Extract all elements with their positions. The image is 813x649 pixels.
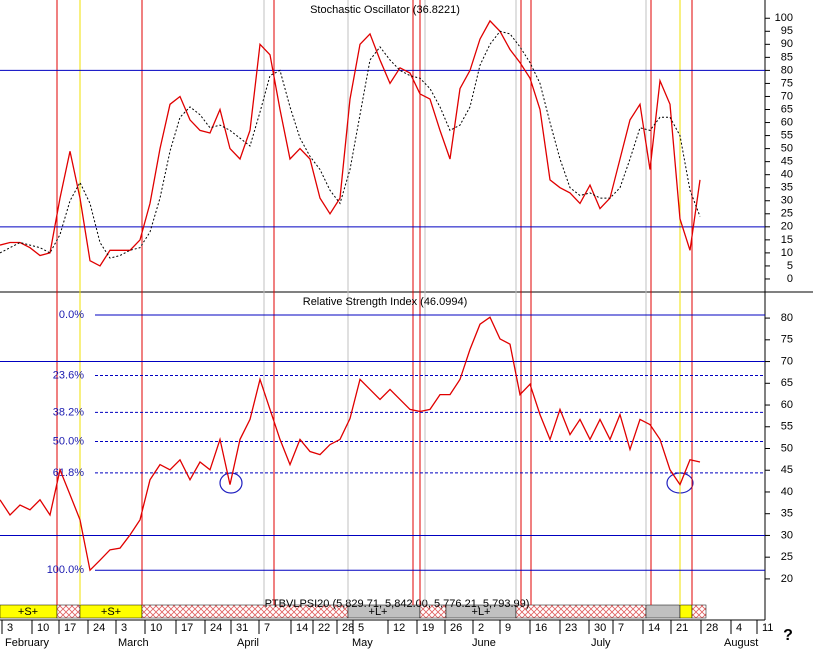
- signal-strip: +S+ +S+ +L+ +L+: [0, 604, 707, 619]
- y-tick-label: 50: [781, 442, 793, 454]
- y-tick-label: 20: [781, 573, 793, 585]
- x-tick-label: 10: [37, 622, 49, 634]
- signal-label: +L+: [369, 606, 388, 618]
- series-line: [0, 316, 701, 572]
- month-label: February: [5, 637, 50, 649]
- fib-label: 50.0%: [53, 435, 84, 447]
- x-tick-label: 28: [342, 622, 354, 634]
- y-tick-label: 70: [781, 355, 793, 367]
- symbol-label: PTBVLPSI20 (5,829.71, 5,842.00, 5,776.21…: [265, 598, 530, 610]
- y-tick-label: 60: [781, 116, 793, 128]
- fib-label: 61.8%: [53, 467, 84, 479]
- x-tick-label: 12: [393, 622, 405, 634]
- x-tick-label: 7: [264, 622, 270, 634]
- month-label: August: [724, 637, 758, 649]
- y-tick-label: 15: [781, 234, 793, 246]
- x-tick-label: 9: [505, 622, 511, 634]
- y-tick-label: 20: [781, 221, 793, 233]
- panel-title: Relative Strength Index (46.0994): [303, 296, 468, 308]
- y-tick-label: 25: [781, 551, 793, 563]
- fib-label: 23.6%: [53, 369, 84, 381]
- y-tick-label: 90: [781, 38, 793, 50]
- month-label: March: [118, 637, 149, 649]
- y-tick-label: 25: [781, 208, 793, 220]
- signal-label: +L+: [472, 606, 491, 618]
- month-label: June: [472, 637, 496, 649]
- x-tick-label: 14: [648, 622, 660, 634]
- x-tick-label: 22: [318, 622, 330, 634]
- y-tick-label: 40: [781, 169, 793, 181]
- y-tick-label: 55: [781, 129, 793, 141]
- y-tick-label: 35: [781, 182, 793, 194]
- month-label: May: [352, 637, 373, 649]
- fib-label: 38.2%: [53, 406, 84, 418]
- x-tick-label: 16: [535, 622, 547, 634]
- y-tick-label: 80: [781, 312, 793, 324]
- x-tick-label: 3: [7, 622, 13, 634]
- month-label: April: [237, 637, 259, 649]
- y-tick-label: 75: [781, 77, 793, 89]
- x-tick-label: 21: [676, 622, 688, 634]
- y-tick-label: 65: [781, 377, 793, 389]
- fib-label: 0.0%: [59, 309, 84, 321]
- x-tick-label: 17: [64, 622, 76, 634]
- x-tick-label: 24: [93, 622, 105, 634]
- x-tick-label: 5: [358, 622, 364, 634]
- y-tick-label: 40: [781, 486, 793, 498]
- month-label: July: [591, 637, 611, 649]
- x-tick-label: 28: [706, 622, 718, 634]
- y-tick-label: 95: [781, 25, 793, 37]
- y-tick-label: 45: [781, 464, 793, 476]
- x-tick-label: 7: [618, 622, 624, 634]
- y-tick-label: 35: [781, 508, 793, 520]
- plot-layer: 0510152025303540455055606570758085909510…: [0, 0, 793, 649]
- x-tick-label: 26: [450, 622, 462, 634]
- x-tick-label: 11: [762, 622, 773, 634]
- y-tick-label: 85: [781, 51, 793, 63]
- x-tick-label: 14: [296, 622, 308, 634]
- y-tick-label: 10: [781, 247, 793, 259]
- y-tick-label: 55: [781, 421, 793, 433]
- y-tick-label: 80: [781, 64, 793, 76]
- y-tick-label: 65: [781, 103, 793, 115]
- y-tick-label: 5: [787, 260, 793, 272]
- y-tick-label: 60: [781, 399, 793, 411]
- y-tick-label: 50: [781, 143, 793, 155]
- x-tick-label: 2: [478, 622, 484, 634]
- x-tick-label: 24: [210, 622, 222, 634]
- y-tick-label: 30: [781, 195, 793, 207]
- help-icon[interactable]: ?: [783, 627, 793, 644]
- y-tick-label: 45: [781, 156, 793, 168]
- fib-label: 100.0%: [47, 564, 85, 576]
- series-line: [0, 19, 701, 267]
- x-tick-label: 23: [565, 622, 577, 634]
- x-tick-label: 19: [422, 622, 434, 634]
- panel-title: Stochastic Oscillator (36.8221): [310, 4, 460, 16]
- x-tick-label: 30: [594, 622, 606, 634]
- signal-label: +S+: [101, 606, 121, 618]
- y-tick-label: 100: [775, 12, 793, 24]
- signal-label: +S+: [18, 606, 38, 618]
- y-tick-label: 70: [781, 90, 793, 102]
- y-tick-label: 75: [781, 334, 793, 346]
- series-line: [0, 30, 701, 259]
- y-tick-label: 30: [781, 529, 793, 541]
- x-tick-label: 3: [121, 622, 127, 634]
- x-tick-label: 4: [736, 622, 742, 634]
- x-tick-label: 31: [236, 622, 248, 634]
- x-tick-label: 17: [181, 622, 193, 634]
- y-tick-label: 0: [787, 273, 793, 285]
- x-tick-label: 10: [150, 622, 162, 634]
